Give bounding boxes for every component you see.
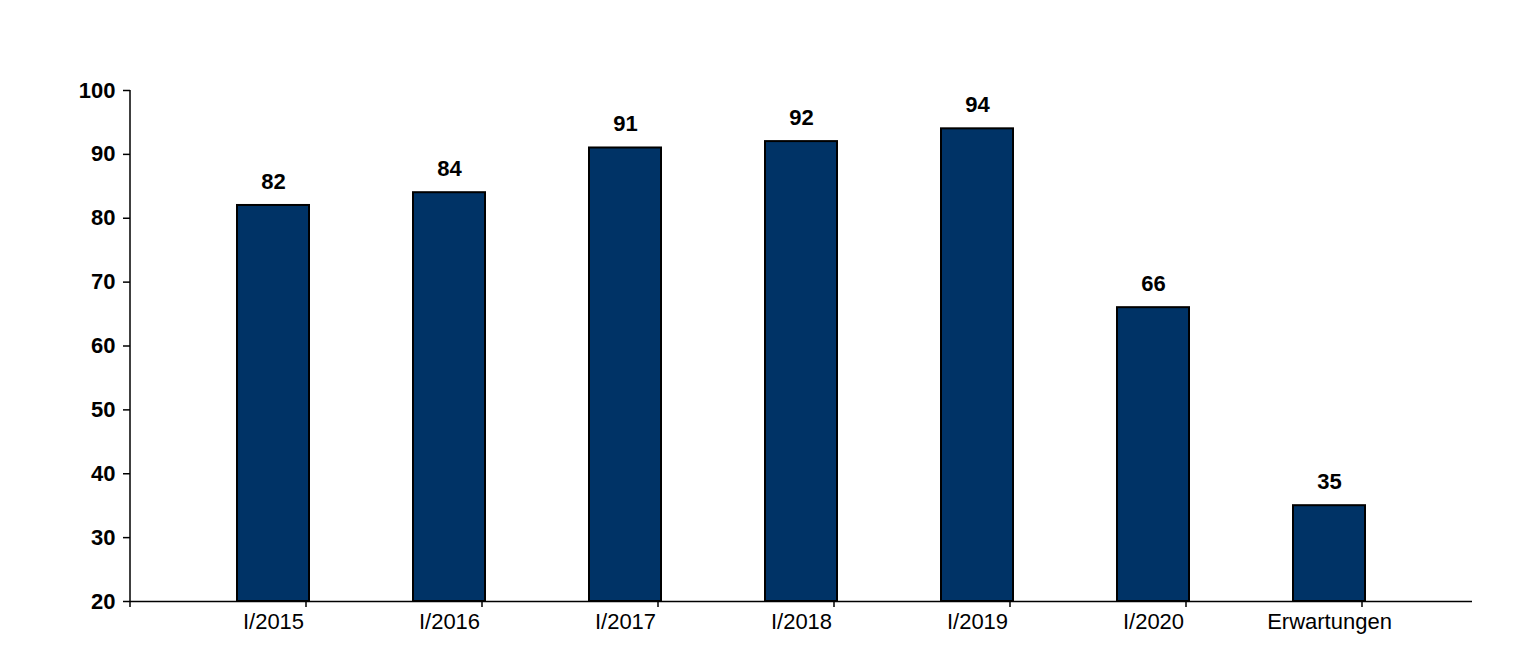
svg-text:Erwartungen: Erwartungen xyxy=(1267,609,1392,634)
svg-text:I/2018: I/2018 xyxy=(771,609,832,634)
svg-text:94: 94 xyxy=(965,92,990,117)
svg-text:92: 92 xyxy=(789,105,813,130)
svg-text:90: 90 xyxy=(91,141,115,166)
svg-text:80: 80 xyxy=(91,205,115,230)
svg-text:I/2017: I/2017 xyxy=(595,609,656,634)
svg-text:I/2015: I/2015 xyxy=(243,609,304,634)
svg-text:35: 35 xyxy=(1317,469,1341,494)
svg-text:I/2019: I/2019 xyxy=(947,609,1008,634)
svg-text:I/2016: I/2016 xyxy=(419,609,480,634)
svg-text:91: 91 xyxy=(613,111,637,136)
svg-text:70: 70 xyxy=(91,269,115,294)
svg-text:50: 50 xyxy=(91,397,115,422)
svg-text:I/2020: I/2020 xyxy=(1123,609,1184,634)
svg-text:100: 100 xyxy=(79,78,116,103)
svg-text:60: 60 xyxy=(91,333,115,358)
svg-text:82: 82 xyxy=(261,169,285,194)
svg-text:20: 20 xyxy=(91,589,115,614)
svg-text:40: 40 xyxy=(91,461,115,486)
svg-text:66: 66 xyxy=(1141,271,1165,296)
svg-text:84: 84 xyxy=(437,156,462,181)
svg-text:30: 30 xyxy=(91,525,115,550)
